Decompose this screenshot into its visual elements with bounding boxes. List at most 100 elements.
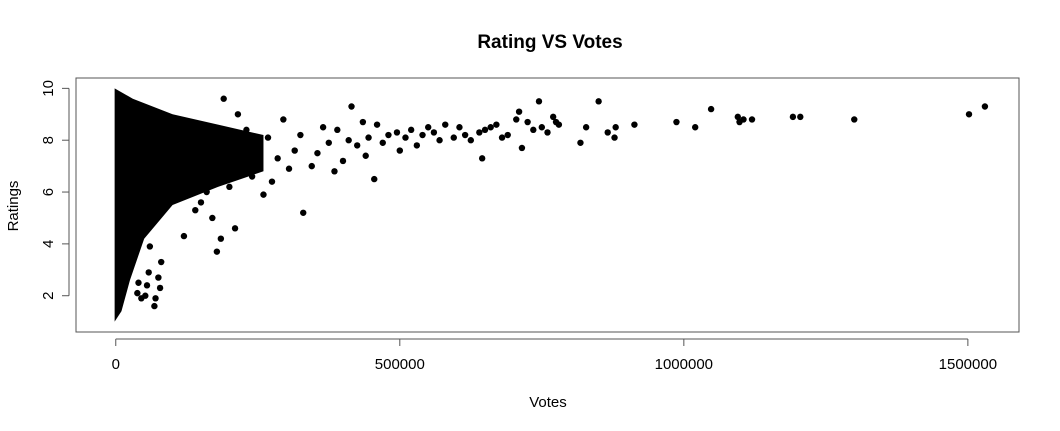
data-point	[248, 173, 256, 180]
data-point	[300, 209, 307, 216]
data-point	[513, 116, 520, 123]
y-axis-label: Ratings	[5, 181, 22, 232]
data-point	[419, 131, 426, 139]
data-point	[152, 295, 159, 302]
data-point	[430, 129, 438, 136]
data-point	[538, 124, 546, 131]
data-point	[280, 116, 287, 123]
data-point	[413, 142, 421, 149]
data-point	[631, 121, 638, 128]
data-point	[314, 149, 321, 157]
data-point	[143, 282, 151, 289]
data-point	[379, 139, 386, 146]
data-point	[331, 168, 338, 175]
data-point	[180, 232, 188, 240]
data-point	[736, 118, 743, 126]
data-point	[504, 131, 511, 139]
data-point	[348, 103, 355, 110]
data-point	[734, 113, 742, 121]
data-point	[493, 121, 500, 128]
data-point	[192, 206, 199, 214]
data-point	[297, 131, 304, 139]
data-point	[467, 137, 475, 144]
data-point	[385, 131, 392, 139]
data-point	[158, 258, 165, 266]
data-point	[524, 118, 531, 126]
x-tick-label: 1500000	[939, 356, 997, 373]
data-point	[476, 129, 483, 136]
chart-title: Rating VS Votes	[477, 32, 622, 53]
data-point	[134, 289, 141, 297]
y-tick-label: 10	[40, 80, 57, 97]
data-point	[851, 116, 858, 123]
data-point	[138, 295, 145, 302]
data-point	[268, 178, 276, 185]
data-point	[595, 98, 602, 105]
data-point	[393, 129, 401, 136]
data-point	[498, 134, 506, 141]
data-point	[234, 111, 242, 118]
data-point	[515, 108, 523, 115]
data-point	[518, 144, 526, 152]
data-point	[345, 137, 352, 144]
plot-frame	[75, 77, 1020, 333]
y-axis: 2 4 6 8 10	[40, 80, 70, 300]
data-point	[243, 126, 250, 134]
data-point	[146, 243, 154, 250]
y-tick-label: 2	[40, 292, 57, 300]
data-point	[156, 284, 164, 292]
data-point	[673, 118, 680, 126]
data-point	[611, 134, 618, 141]
data-point	[353, 142, 361, 149]
data-point	[577, 139, 584, 146]
data-point	[461, 131, 469, 139]
data-point	[535, 98, 543, 105]
data-point	[319, 124, 327, 131]
data-point	[362, 152, 369, 159]
data-point	[487, 124, 494, 131]
data-point	[217, 235, 225, 242]
data-point	[260, 191, 267, 198]
data-point	[396, 147, 404, 154]
data-point	[213, 248, 221, 255]
data-point	[544, 129, 551, 136]
data-point	[365, 134, 372, 141]
data-point	[552, 118, 560, 126]
data-point	[274, 155, 281, 162]
data-point	[478, 155, 486, 162]
data-point	[797, 113, 804, 121]
data-point	[264, 134, 272, 141]
x-tick-label: 1000000	[655, 356, 713, 373]
x-axis-label: Votes	[529, 394, 567, 411]
data-point	[135, 279, 142, 286]
data-point	[981, 103, 989, 110]
data-point	[965, 111, 973, 118]
data-point	[425, 124, 432, 131]
data-point	[291, 147, 298, 154]
data-point	[371, 175, 378, 183]
y-tick-label: 4	[40, 240, 57, 248]
data-point	[402, 134, 409, 141]
dense-point-cloud	[114, 88, 264, 322]
data-point	[373, 121, 381, 128]
data-point	[549, 113, 557, 121]
data-point	[407, 126, 415, 134]
data-point	[582, 124, 590, 131]
data-point	[456, 124, 463, 131]
data-point	[209, 214, 216, 222]
data-point	[197, 199, 205, 206]
data-point	[359, 118, 367, 126]
x-axis: 0 500000 1000000 1500000	[112, 338, 997, 373]
data-point	[450, 134, 457, 141]
data-point	[789, 113, 797, 121]
data-point	[151, 302, 158, 310]
data-point	[604, 129, 611, 136]
x-tick-label: 0	[112, 356, 120, 373]
x-tick-label: 500000	[375, 356, 425, 373]
data-point	[155, 274, 162, 281]
data-point	[254, 144, 261, 152]
data-point	[145, 269, 152, 276]
data-point	[748, 116, 756, 123]
dense-cloud-shape	[114, 88, 264, 322]
